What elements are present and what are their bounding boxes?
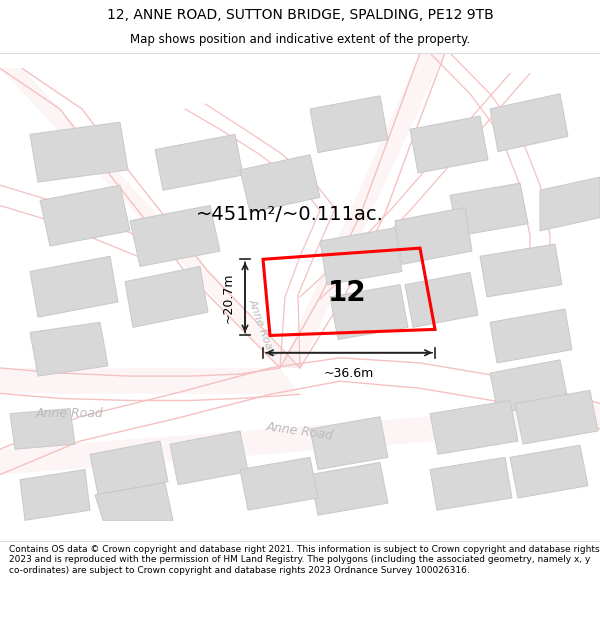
Polygon shape xyxy=(30,256,118,317)
Polygon shape xyxy=(0,68,300,368)
Polygon shape xyxy=(10,409,75,449)
Polygon shape xyxy=(310,417,388,469)
Polygon shape xyxy=(40,185,130,246)
Text: 12, ANNE ROAD, SUTTON BRIDGE, SPALDING, PE12 9TB: 12, ANNE ROAD, SUTTON BRIDGE, SPALDING, … xyxy=(107,8,493,22)
Text: Contains OS data © Crown copyright and database right 2021. This information is : Contains OS data © Crown copyright and d… xyxy=(9,545,599,574)
Polygon shape xyxy=(90,441,168,495)
Polygon shape xyxy=(280,53,445,368)
Text: ~451m²/~0.111ac.: ~451m²/~0.111ac. xyxy=(196,205,384,224)
Polygon shape xyxy=(310,96,388,152)
Text: ~36.6m: ~36.6m xyxy=(324,367,374,380)
Polygon shape xyxy=(395,208,472,264)
Polygon shape xyxy=(130,206,220,266)
Polygon shape xyxy=(405,272,478,328)
Polygon shape xyxy=(30,122,128,182)
Polygon shape xyxy=(20,469,90,520)
Polygon shape xyxy=(155,134,243,190)
Polygon shape xyxy=(0,368,300,394)
Polygon shape xyxy=(490,360,568,414)
Text: Map shows position and indicative extent of the property.: Map shows position and indicative extent… xyxy=(130,33,470,46)
Polygon shape xyxy=(95,482,173,520)
Polygon shape xyxy=(430,401,518,454)
Polygon shape xyxy=(125,266,208,328)
Text: Anne Road: Anne Road xyxy=(247,298,277,358)
Text: Anne Road: Anne Road xyxy=(36,407,104,420)
Text: ~20.7m: ~20.7m xyxy=(222,272,235,322)
Text: 12: 12 xyxy=(328,279,367,307)
Polygon shape xyxy=(430,458,512,510)
Polygon shape xyxy=(320,228,402,285)
Polygon shape xyxy=(450,183,528,236)
Polygon shape xyxy=(510,445,588,498)
Polygon shape xyxy=(480,244,562,297)
Polygon shape xyxy=(0,404,600,474)
Polygon shape xyxy=(515,390,598,444)
Polygon shape xyxy=(410,116,488,173)
Polygon shape xyxy=(490,94,568,152)
Polygon shape xyxy=(490,309,572,363)
Text: Anne Road: Anne Road xyxy=(266,420,334,442)
Polygon shape xyxy=(240,458,318,510)
Polygon shape xyxy=(310,462,388,515)
Polygon shape xyxy=(330,285,408,339)
Polygon shape xyxy=(170,431,248,485)
Polygon shape xyxy=(240,154,320,212)
Polygon shape xyxy=(30,322,108,376)
Polygon shape xyxy=(540,177,600,231)
